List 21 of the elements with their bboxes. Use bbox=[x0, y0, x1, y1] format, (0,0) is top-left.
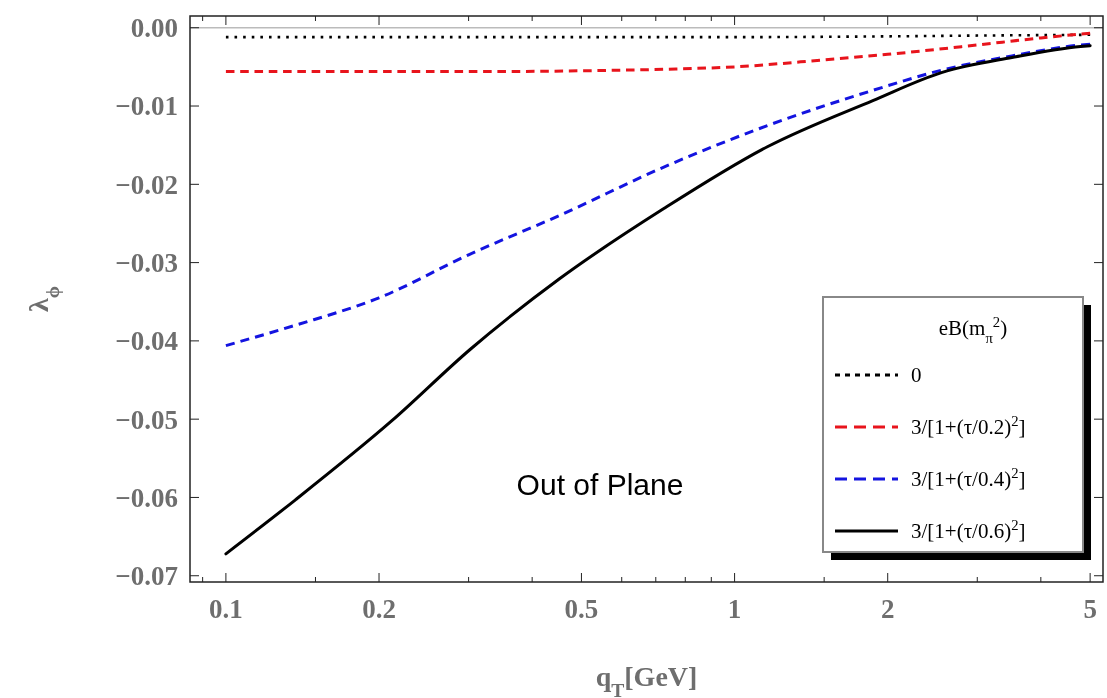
y-tick-label: −0.01 bbox=[115, 91, 178, 122]
y-tick-label: −0.04 bbox=[115, 326, 178, 357]
x-tick-label: 2 bbox=[880, 594, 895, 624]
legend-label: 0 bbox=[911, 363, 922, 388]
y-tick-label: −0.02 bbox=[115, 169, 178, 200]
y-tick-label: −0.03 bbox=[115, 248, 178, 279]
x-axis-title: q$_{T}$[GeV] bbox=[595, 661, 698, 698]
legend-label: 3/[1+(τ/0.4)$^{2}$] bbox=[911, 465, 1026, 492]
legend-title: eB(m$_{π}$$^{2}$) bbox=[938, 314, 1008, 346]
legend-label: 3/[1+(τ/0.6)$^{2}$] bbox=[911, 517, 1026, 544]
x-tick-label: 1 bbox=[727, 594, 742, 624]
y-tick-label: −0.05 bbox=[115, 404, 178, 435]
x-tick-label: 0.1 bbox=[209, 594, 243, 624]
x-tick-label: 0.5 bbox=[564, 594, 599, 624]
y-tick-label: −0.06 bbox=[115, 482, 178, 513]
y-tick-label: 0.00 bbox=[130, 13, 178, 44]
x-tick-label: 5 bbox=[1083, 594, 1097, 624]
annotation: Out of Plane bbox=[516, 468, 684, 501]
y-tick-label: −0.07 bbox=[115, 561, 178, 592]
legend-label: 3/[1+(τ/0.2)$^{2}$] bbox=[911, 413, 1026, 440]
x-tick-label: 0.2 bbox=[362, 594, 396, 624]
